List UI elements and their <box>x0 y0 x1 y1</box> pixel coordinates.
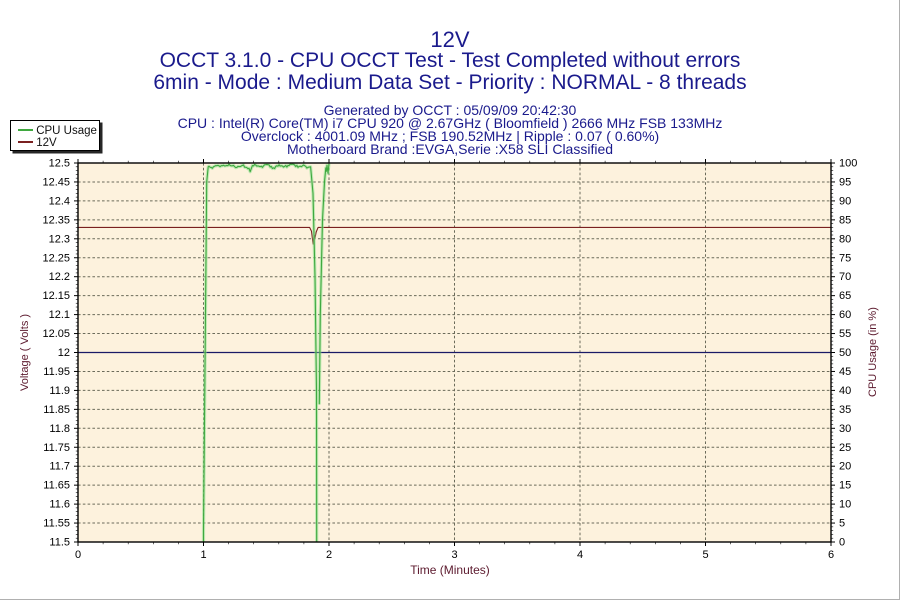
svg-text:12.25: 12.25 <box>42 252 70 264</box>
svg-text:80: 80 <box>839 233 851 245</box>
svg-text:11.5: 11.5 <box>49 537 70 549</box>
svg-text:11.8: 11.8 <box>49 423 70 435</box>
svg-text:1: 1 <box>200 549 206 561</box>
svg-text:12.4: 12.4 <box>49 195 70 207</box>
svg-text:11.6: 11.6 <box>49 499 70 511</box>
svg-text:5: 5 <box>839 518 845 530</box>
svg-text:0: 0 <box>75 549 81 561</box>
svg-text:10: 10 <box>839 499 851 511</box>
svg-text:25: 25 <box>839 442 851 454</box>
svg-text:50: 50 <box>839 347 851 359</box>
svg-text:12.45: 12.45 <box>42 176 70 188</box>
svg-text:85: 85 <box>839 214 851 226</box>
svg-text:11.9: 11.9 <box>49 385 70 397</box>
svg-text:12: 12 <box>58 347 70 359</box>
svg-text:100: 100 <box>839 158 857 170</box>
svg-text:70: 70 <box>839 271 851 283</box>
svg-text:60: 60 <box>839 309 851 321</box>
svg-text:40: 40 <box>839 385 851 397</box>
svg-text:11.95: 11.95 <box>43 366 70 378</box>
svg-text:65: 65 <box>839 290 851 302</box>
svg-text:30: 30 <box>839 423 851 435</box>
svg-text:35: 35 <box>839 404 851 416</box>
svg-text:12.2: 12.2 <box>49 271 70 283</box>
svg-text:95: 95 <box>839 176 851 188</box>
svg-text:12.35: 12.35 <box>42 214 70 226</box>
svg-text:11.65: 11.65 <box>43 480 70 492</box>
svg-text:15: 15 <box>839 480 851 492</box>
svg-text:90: 90 <box>839 195 851 207</box>
svg-text:55: 55 <box>839 328 851 340</box>
svg-text:12.15: 12.15 <box>42 290 70 302</box>
svg-text:0: 0 <box>839 537 845 549</box>
svg-text:11.7: 11.7 <box>49 461 70 473</box>
svg-text:12.3: 12.3 <box>49 233 70 245</box>
svg-text:12.1: 12.1 <box>49 309 70 321</box>
svg-text:45: 45 <box>839 366 851 378</box>
svg-text:20: 20 <box>839 461 851 473</box>
svg-text:11.55: 11.55 <box>43 518 70 530</box>
svg-text:3: 3 <box>451 549 457 561</box>
svg-text:12.5: 12.5 <box>49 158 70 170</box>
svg-text:5: 5 <box>702 549 708 561</box>
svg-text:11.75: 11.75 <box>43 442 70 454</box>
svg-text:75: 75 <box>839 252 851 264</box>
svg-text:4: 4 <box>577 549 583 561</box>
svg-text:11.85: 11.85 <box>43 404 70 416</box>
svg-text:12.05: 12.05 <box>42 328 70 340</box>
svg-text:6: 6 <box>828 549 834 561</box>
svg-text:2: 2 <box>326 549 332 561</box>
